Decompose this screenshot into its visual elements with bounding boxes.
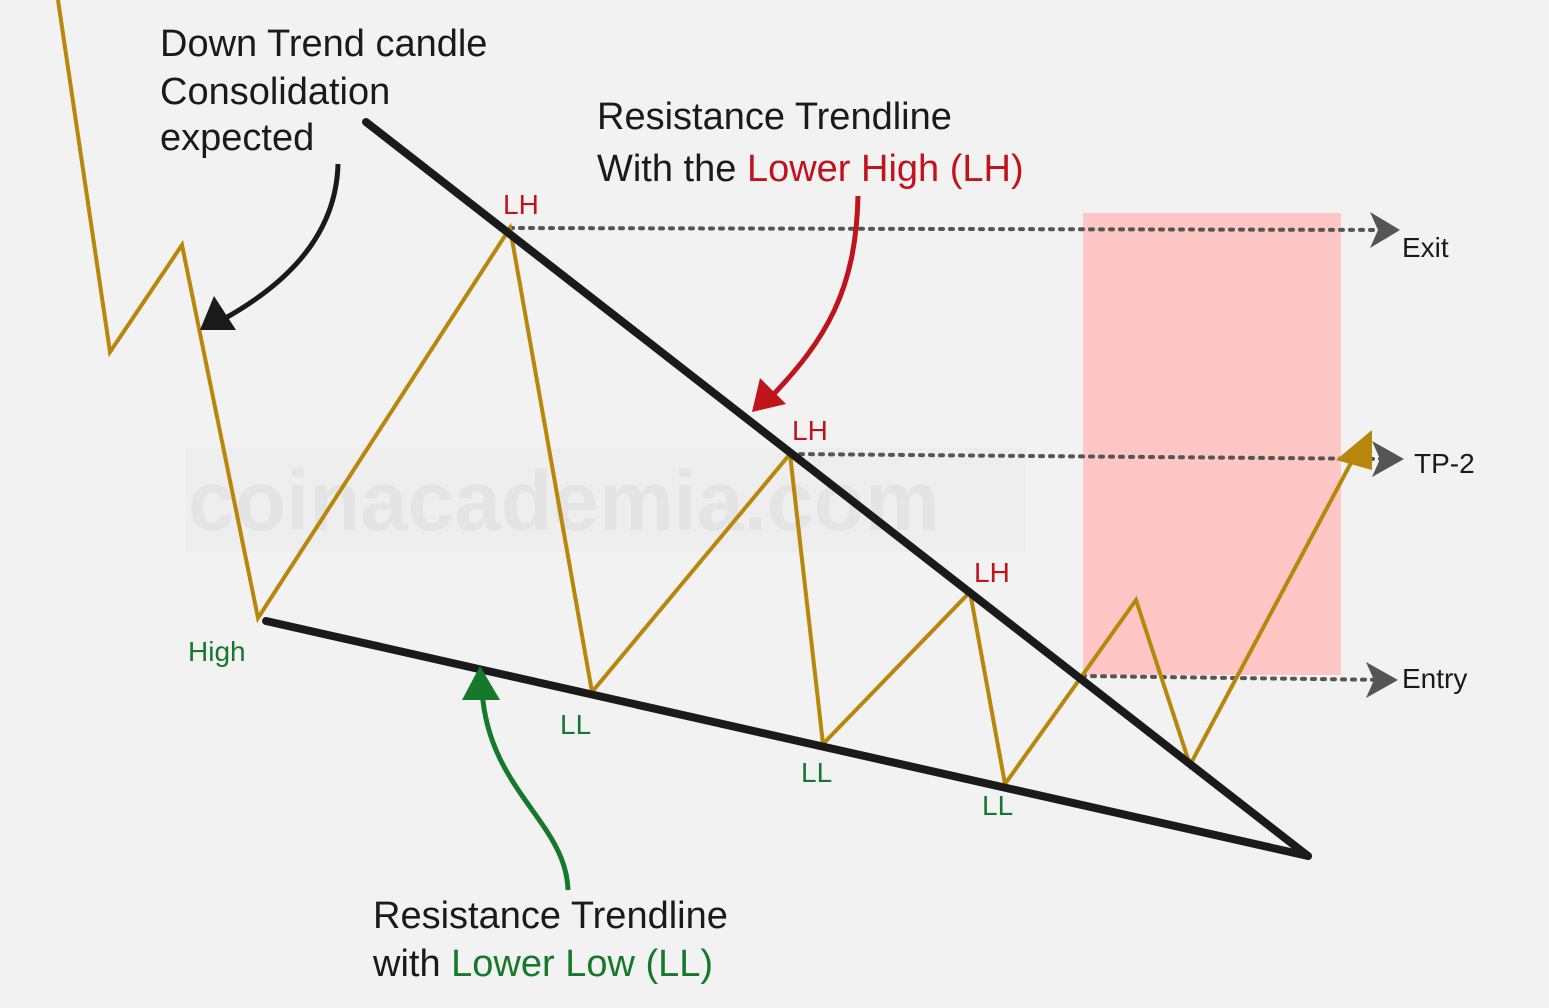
lh-label-2: LH: [792, 415, 828, 446]
downtrend-note-line2: Consolidation: [160, 71, 390, 113]
high-label: High: [188, 636, 246, 667]
downtrend-arrowhead: [200, 296, 236, 330]
lower-low-arrowhead: [462, 666, 500, 700]
exit-label: Exit: [1402, 232, 1449, 263]
lower-high-arrow: [768, 195, 861, 400]
downtrend-arrow: [220, 163, 341, 323]
resistance-note-highlight: Lower High (LH): [747, 148, 1024, 190]
support-note-prefix: with: [372, 943, 451, 985]
downtrend-note-line1: Down Trend candle: [160, 23, 487, 65]
support-note-line1: Resistance Trendline: [373, 895, 728, 937]
downtrend-note-line3: expected: [160, 117, 314, 159]
entry-arrowhead: [1366, 662, 1398, 698]
lower-high-arrowhead: [752, 378, 786, 412]
tp2-label: TP-2: [1414, 448, 1475, 479]
ll-label-3: LL: [982, 790, 1013, 821]
support-note-line2: with Lower Low (LL): [372, 943, 713, 985]
tp2-arrowhead: [1372, 441, 1404, 477]
lh-label-3: LH: [974, 557, 1010, 588]
support-note-highlight: Lower Low (LL): [451, 943, 713, 985]
resistance-note-prefix: With the: [597, 148, 747, 190]
tp2-dotted-line: [788, 452, 1394, 461]
resistance-trendline: [362, 118, 1312, 860]
watermark-box: [186, 448, 1026, 552]
exit-arrowhead: [1370, 212, 1400, 248]
exit-dotted-line: [508, 226, 1394, 232]
resistance-note-line2: With the Lower High (LH): [597, 148, 1024, 190]
lh-label-1: LH: [503, 189, 539, 220]
entry-label: Entry: [1402, 663, 1467, 694]
ll-label-1: LL: [560, 709, 591, 740]
target-zone: [1083, 213, 1341, 675]
resistance-note-line1: Resistance Trendline: [597, 96, 952, 138]
ll-label-2: LL: [801, 757, 832, 788]
lower-low-arrow: [479, 689, 571, 891]
price-arrowhead: [1336, 430, 1372, 470]
support-trendline: [262, 617, 1312, 860]
